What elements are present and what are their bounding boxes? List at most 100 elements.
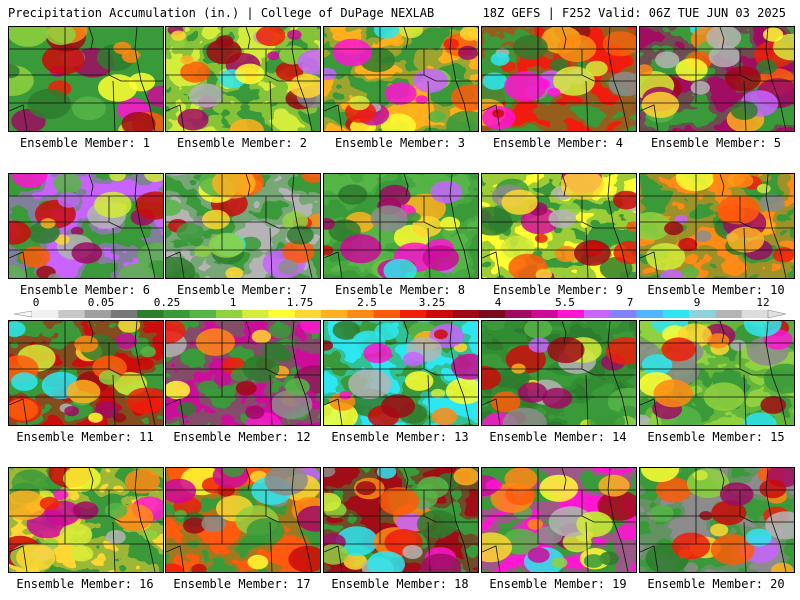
ensemble-member-label: Ensemble Member: 1 [19,136,151,150]
ensemble-member-label: Ensemble Member: 2 [176,136,308,150]
precip-map [9,27,163,131]
ensemble-member-label: Ensemble Member: 6 [19,283,151,297]
ensemble-map-panel [639,26,795,132]
precip-map [324,321,478,425]
colorbar-tick-label: 12 [756,296,769,309]
colorbar-swatch [347,310,375,318]
ensemble-member-label: Ensemble Member: 4 [492,136,624,150]
precip-map [166,468,320,572]
ensemble-map-panel [481,26,637,132]
colorbar-swatch [505,310,532,318]
colorbar-swatch [294,310,322,318]
colorbar-swatch [715,310,743,318]
colorbar-tick-label: 0 [33,296,40,309]
colorbar-tick-label: 1.75 [287,296,314,309]
colorbar-swatch [531,310,559,318]
colorbar-tick-label: 5.5 [555,296,575,309]
ensemble-member-label: Ensemble Member: 9 [492,283,624,297]
colorbar-swatch [478,310,506,318]
precip-map [640,468,794,572]
colorbar-swatch [84,310,112,318]
colorbar-swatch [584,310,611,318]
colorbar-tick-label: 3.25 [419,296,446,309]
colorbar-swatch [58,310,85,318]
ensemble-member-label: Ensemble Member: 5 [650,136,782,150]
ensemble-member-label: Ensemble Member: 3 [334,136,466,150]
colorbar-swatch [32,310,59,318]
ensemble-map-panel [165,173,321,279]
colorbar-svg: 0 0.05 0.25 1 1.75 2.5 3.25 4 5.5 7 9 12 [13,296,787,319]
precip-map [166,321,320,425]
colorbar-swatch [373,310,401,318]
colorbar-swatch [110,310,138,318]
ensemble-member-label: Ensemble Member: 8 [334,283,466,297]
ensemble-map-panel [165,467,321,573]
precip-map [482,321,636,425]
ensemble-map-panel [8,320,164,426]
ensemble-member-label: Ensemble Member: 7 [176,283,308,297]
precip-map [324,468,478,572]
colorbar-swatch [610,310,637,318]
ensemble-map-panel [639,320,795,426]
colorbar-swatch [557,310,585,318]
colorbar-swatch [216,310,243,318]
ensemble-member-label: Ensemble Member: 11 [16,430,154,444]
colorbar-tick-label: 2.5 [357,296,377,309]
colorbar-tick-label: 1 [230,296,237,309]
ensemble-member-label: Ensemble Member: 15 [647,430,785,444]
precip-map [482,27,636,131]
colorbar-tick-label: 9 [694,296,701,309]
precip-map [9,321,163,425]
colorbar-swatch [189,310,217,318]
colorbar-swatch [636,310,664,318]
header-valid-time: 18Z GEFS | F252 Valid: 06Z TUE JUN 03 20… [482,6,786,20]
precip-map [640,321,794,425]
precip-map [640,27,794,131]
colorbar-swatch [426,310,453,318]
precip-map [482,174,636,278]
precip-map [9,468,163,572]
colorbar-tick-label: 0.25 [154,296,181,309]
colorbar-left-arrow [13,310,33,318]
ensemble-map-panel [323,26,479,132]
colorbar-swatch [452,310,480,318]
colorbar-swatch [741,310,769,318]
ensemble-member-label: Ensemble Member: 13 [331,430,469,444]
colorbar-swatch [137,310,164,318]
colorbar-swatch [662,310,690,318]
colorbar-tick-label: 7 [627,296,634,309]
colorbar-swatch [400,310,427,318]
ensemble-map-panel [8,173,164,279]
ensemble-member-label: Ensemble Member: 12 [173,430,311,444]
ensemble-member-label: Ensemble Member: 20 [647,577,785,591]
ensemble-map-panel [165,320,321,426]
ensemble-member-label: Ensemble Member: 14 [489,430,627,444]
ensemble-map-panel [481,467,637,573]
precip-map [166,174,320,278]
ensemble-map-panel [481,173,637,279]
ensemble-map-panel [323,467,479,573]
colorbar-right-arrow [767,309,787,319]
precip-map [166,27,320,131]
ensemble-map-panel [8,26,164,132]
colorbar-tick-label: 0.05 [88,296,115,309]
colorbar-swatch [268,310,296,318]
colorbar-swatch [321,310,348,318]
colorbar-swatch [689,310,716,318]
ensemble-member-label: Ensemble Member: 18 [331,577,469,591]
colorbar-swatch [242,310,269,318]
precip-map [324,174,478,278]
precip-map [9,174,163,278]
ensemble-map-panel [323,173,479,279]
ensemble-member-label: Ensemble Member: 19 [489,577,627,591]
ensemble-map-panel [323,320,479,426]
ensemble-map-panel [639,467,795,573]
ensemble-map-panel [481,320,637,426]
ensemble-map-panel [639,173,795,279]
colorbar-swatch [163,310,191,318]
precip-map [640,174,794,278]
ensemble-member-label: Ensemble Member: 17 [173,577,311,591]
colorbar-tick-label: 4 [495,296,502,309]
ensemble-map-panel [8,467,164,573]
precip-map [482,468,636,572]
